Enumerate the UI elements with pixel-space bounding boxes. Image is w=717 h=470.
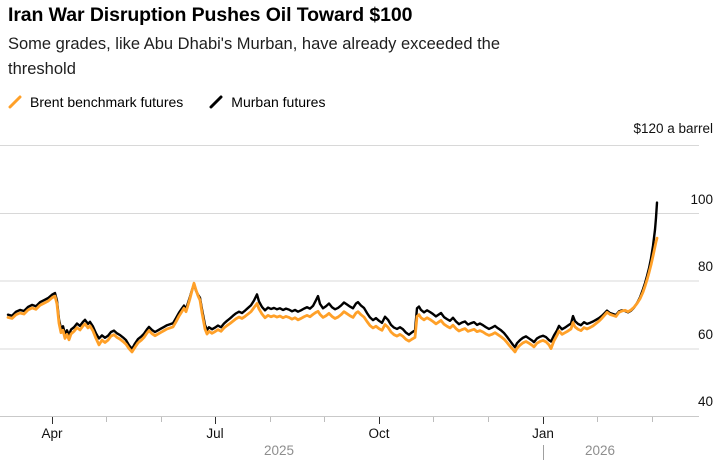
- murban-line: [6, 201, 659, 351]
- murban-slash-icon: [209, 95, 223, 109]
- page-title: Iran War Disruption Pushes Oil Toward $1…: [8, 4, 413, 26]
- y-tick-80: 80: [697, 259, 713, 274]
- year-label-2025: 2025: [263, 443, 295, 458]
- brent-line: [6, 236, 659, 354]
- x-tick-jul: Jul: [206, 426, 224, 441]
- y-tick-60: 60: [697, 327, 713, 342]
- brent-slash-icon: [8, 95, 22, 109]
- chart-legend: Brent benchmark futures Murban futures: [8, 94, 325, 110]
- y-tick-40: 40: [697, 394, 713, 409]
- legend-label-brent: Brent benchmark futures: [30, 94, 184, 110]
- y-tick-100: 100: [690, 192, 713, 207]
- x-tick-oct: Oct: [368, 426, 390, 441]
- x-tick-jan: Jan: [532, 426, 554, 441]
- y-axis-unit-label: $120 a barrel: [633, 121, 713, 136]
- chart-subtitle: Some grades, like Abu Dhabi's Murban, ha…: [8, 35, 501, 78]
- legend-label-murban: Murban futures: [231, 94, 326, 110]
- legend-item-murban: Murban futures: [209, 94, 325, 110]
- x-tick-apr: Apr: [41, 426, 63, 441]
- legend-item-brent: Brent benchmark futures: [8, 94, 183, 110]
- year-label-2026: 2026: [584, 443, 616, 458]
